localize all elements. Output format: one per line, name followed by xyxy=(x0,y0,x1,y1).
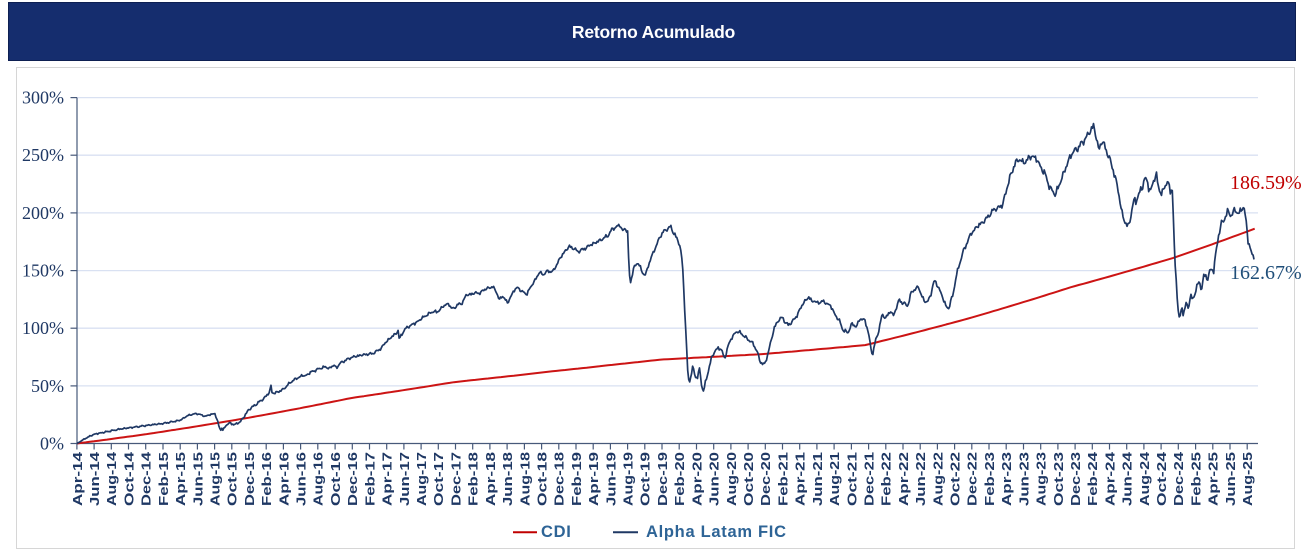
svg-text:Dec-23: Dec-23 xyxy=(1068,452,1083,506)
svg-text:Feb-25: Feb-25 xyxy=(1189,452,1204,506)
svg-text:Feb-21: Feb-21 xyxy=(775,452,790,506)
svg-text:Aug-24: Aug-24 xyxy=(1137,451,1152,506)
svg-text:Jun-15: Jun-15 xyxy=(190,452,205,506)
svg-text:Aug-19: Aug-19 xyxy=(621,452,636,506)
svg-text:Jun-18: Jun-18 xyxy=(500,452,515,506)
svg-text:Dec-14: Dec-14 xyxy=(139,451,154,506)
svg-text:Aug-22: Aug-22 xyxy=(930,452,945,506)
svg-text:0%: 0% xyxy=(40,434,64,454)
svg-text:Apr-22: Apr-22 xyxy=(896,452,911,506)
svg-text:200%: 200% xyxy=(22,203,64,223)
svg-text:Apr-19: Apr-19 xyxy=(586,452,601,506)
svg-text:Oct-14: Oct-14 xyxy=(121,451,136,506)
svg-text:Dec-18: Dec-18 xyxy=(552,452,567,506)
svg-text:Jun-22: Jun-22 xyxy=(913,452,928,506)
svg-text:Dec-21: Dec-21 xyxy=(862,452,877,506)
svg-text:Dec-17: Dec-17 xyxy=(448,452,463,506)
svg-text:50%: 50% xyxy=(31,376,64,396)
svg-text:Apr-25: Apr-25 xyxy=(1206,452,1221,506)
svg-text:Jun-17: Jun-17 xyxy=(397,452,412,506)
svg-text:Apr-18: Apr-18 xyxy=(483,452,498,506)
svg-text:Feb-20: Feb-20 xyxy=(672,452,687,506)
svg-text:Oct-16: Oct-16 xyxy=(328,452,343,506)
svg-text:162.67%: 162.67% xyxy=(1230,262,1302,284)
svg-text:Feb-15: Feb-15 xyxy=(156,452,171,506)
svg-text:150%: 150% xyxy=(22,261,64,281)
svg-text:Aug-16: Aug-16 xyxy=(311,452,326,506)
svg-text:Jun-23: Jun-23 xyxy=(1016,452,1031,506)
svg-text:Aug-17: Aug-17 xyxy=(414,452,429,506)
svg-text:186.59%: 186.59% xyxy=(1230,172,1302,194)
svg-text:Retorno Acumulado: Retorno Acumulado xyxy=(572,22,735,42)
svg-text:Jun-19: Jun-19 xyxy=(603,452,618,506)
svg-text:Jun-14: Jun-14 xyxy=(87,451,102,506)
svg-text:Dec-15: Dec-15 xyxy=(242,452,257,506)
svg-text:Oct-17: Oct-17 xyxy=(431,452,446,506)
svg-text:250%: 250% xyxy=(22,145,64,165)
svg-text:Feb-22: Feb-22 xyxy=(879,452,894,506)
svg-text:Apr-23: Apr-23 xyxy=(999,452,1014,506)
svg-text:Feb-19: Feb-19 xyxy=(569,452,584,506)
svg-text:Feb-16: Feb-16 xyxy=(259,452,274,506)
svg-text:CDI: CDI xyxy=(541,523,572,541)
svg-text:Apr-17: Apr-17 xyxy=(380,452,395,506)
svg-text:Oct-24: Oct-24 xyxy=(1154,451,1169,506)
svg-text:Dec-24: Dec-24 xyxy=(1171,451,1186,506)
svg-text:Apr-24: Apr-24 xyxy=(1102,451,1117,506)
svg-text:Jun-20: Jun-20 xyxy=(707,452,722,506)
svg-text:Dec-19: Dec-19 xyxy=(655,452,670,506)
svg-text:Oct-20: Oct-20 xyxy=(741,452,756,506)
svg-text:Oct-19: Oct-19 xyxy=(638,452,653,506)
svg-text:Aug-15: Aug-15 xyxy=(208,452,223,506)
svg-text:Jun-21: Jun-21 xyxy=(810,452,825,506)
svg-text:Dec-16: Dec-16 xyxy=(345,452,360,506)
svg-text:Alpha Latam FIC: Alpha Latam FIC xyxy=(646,523,787,541)
svg-text:100%: 100% xyxy=(22,318,64,338)
svg-text:Aug-20: Aug-20 xyxy=(724,452,739,506)
svg-text:Apr-16: Apr-16 xyxy=(276,452,291,506)
svg-text:Aug-21: Aug-21 xyxy=(827,452,842,506)
svg-text:Oct-18: Oct-18 xyxy=(535,452,550,506)
svg-text:Jun-16: Jun-16 xyxy=(294,452,309,506)
svg-text:Feb-18: Feb-18 xyxy=(466,452,481,506)
svg-text:Dec-20: Dec-20 xyxy=(758,452,773,506)
svg-text:Aug-25: Aug-25 xyxy=(1240,452,1255,506)
svg-text:Oct-21: Oct-21 xyxy=(844,452,859,506)
svg-text:Oct-15: Oct-15 xyxy=(225,452,240,506)
svg-text:Apr-15: Apr-15 xyxy=(173,452,188,506)
svg-text:300%: 300% xyxy=(22,88,64,108)
svg-text:Feb-17: Feb-17 xyxy=(362,452,377,506)
svg-text:Feb-24: Feb-24 xyxy=(1085,451,1100,506)
svg-text:Jun-24: Jun-24 xyxy=(1120,451,1135,506)
svg-text:Aug-14: Aug-14 xyxy=(104,451,119,506)
svg-text:Jun-25: Jun-25 xyxy=(1223,452,1238,506)
svg-text:Aug-23: Aug-23 xyxy=(1034,452,1049,506)
svg-text:Feb-23: Feb-23 xyxy=(982,452,997,506)
svg-text:Apr-14: Apr-14 xyxy=(70,451,85,506)
svg-text:Oct-23: Oct-23 xyxy=(1051,452,1066,506)
svg-text:Oct-22: Oct-22 xyxy=(948,452,963,506)
svg-text:Apr-20: Apr-20 xyxy=(689,452,704,506)
svg-text:Dec-22: Dec-22 xyxy=(965,452,980,506)
svg-text:Apr-21: Apr-21 xyxy=(793,452,808,506)
svg-text:Aug-18: Aug-18 xyxy=(517,452,532,506)
